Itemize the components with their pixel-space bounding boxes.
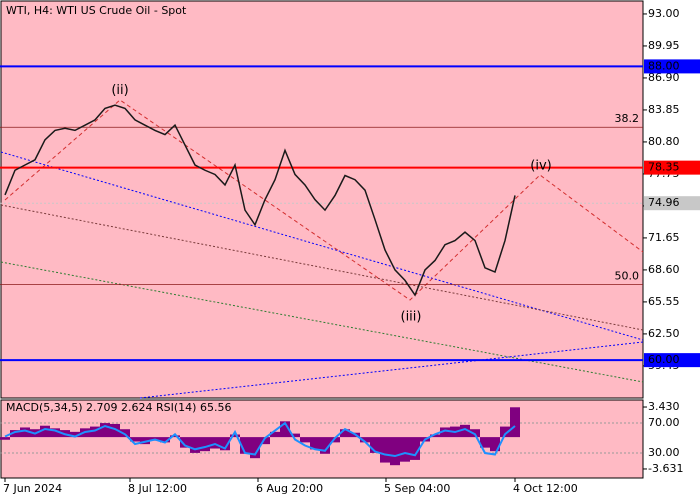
y-tick-label: 83.85 xyxy=(648,103,680,116)
fib-label: 50.0 xyxy=(615,270,640,283)
y-tick-label: 65.55 xyxy=(648,295,680,308)
y-tick-label: 30.00 xyxy=(648,446,680,459)
y-tick-label: 93.00 xyxy=(648,7,680,20)
level-label: 74.96 xyxy=(648,196,680,209)
macd-bar xyxy=(490,437,500,452)
macd-bar xyxy=(410,437,420,460)
macd-bar xyxy=(100,423,110,438)
macd-bar xyxy=(210,437,220,449)
x-tick-label: 5 Sep 04:00 xyxy=(384,482,450,495)
macd-bar xyxy=(240,437,250,454)
macd-bar xyxy=(160,437,170,443)
macd-bar xyxy=(380,437,390,463)
chart-title: WTI, H4: WTI US Crude Oil - Spot xyxy=(6,4,187,17)
y-tick-label: 68.60 xyxy=(648,263,680,276)
y-tick-label: 62.50 xyxy=(648,327,680,340)
macd-bar xyxy=(430,434,440,438)
macd-bar xyxy=(440,427,450,438)
macd-bar xyxy=(220,437,230,451)
macd-bar xyxy=(330,437,340,443)
macd-bar xyxy=(360,437,370,443)
macd-bar xyxy=(270,431,280,438)
macd-bar xyxy=(40,425,50,438)
wave-label: (ii) xyxy=(111,83,128,98)
macd-bar xyxy=(390,437,400,466)
trend-lines xyxy=(0,99,644,399)
macd-bar xyxy=(140,437,150,445)
macd-bar xyxy=(370,437,380,453)
y-tick-label: 86.90 xyxy=(648,71,680,84)
level-tag xyxy=(644,59,700,74)
price-pane xyxy=(0,0,644,399)
macd-bar xyxy=(110,423,120,438)
macd-bar xyxy=(310,437,320,450)
macd-bar xyxy=(340,429,350,438)
y-tick-label: 80.80 xyxy=(648,135,680,148)
macd-bar xyxy=(280,421,290,438)
macd-bar xyxy=(500,426,510,438)
macd-bar xyxy=(0,437,10,440)
macd-bar xyxy=(230,434,240,438)
macd-bar xyxy=(480,437,490,448)
trend-line xyxy=(0,204,644,331)
y-tick-label: -3.631 xyxy=(648,462,683,475)
y-tick-label: 71.65 xyxy=(648,231,680,244)
y-tick-label: 3.430 xyxy=(648,400,680,413)
x-tick-label: 8 Jul 12:00 xyxy=(128,482,187,495)
indicator-title: MACD(5,34,5) 2.709 2.624 RSI(14) 65.56 xyxy=(6,401,231,414)
x-tick-label: 4 Oct 12:00 xyxy=(513,482,578,495)
price-line xyxy=(4,104,516,297)
level-tag xyxy=(644,196,700,211)
rsi-line xyxy=(4,421,516,458)
trend-line xyxy=(0,261,644,383)
macd-bar xyxy=(200,437,210,452)
macd-bar xyxy=(290,433,300,438)
level-label: 78.35 xyxy=(648,161,680,174)
level-label: 88.00 xyxy=(648,59,680,72)
macd-bar xyxy=(50,428,60,438)
macd-bar xyxy=(250,437,260,459)
macd-bar xyxy=(10,430,20,438)
macd-bar xyxy=(20,427,30,438)
macd-bar xyxy=(260,437,270,445)
macd-bar xyxy=(460,424,470,438)
level-tag xyxy=(644,160,700,175)
macd-bar xyxy=(90,426,100,438)
x-tick-label: 6 Aug 20:00 xyxy=(256,482,323,495)
macd-bar xyxy=(70,431,80,438)
macd-bar xyxy=(510,407,520,438)
x-tick-label: 7 Jun 2024 xyxy=(3,482,62,495)
macd-bar xyxy=(400,437,410,462)
macd-bar xyxy=(170,435,180,438)
plot: 38.2 50.0 (ii) (iii) (iv) xyxy=(0,65,643,466)
level-label: 60.00 xyxy=(648,353,680,366)
trend-line xyxy=(139,341,644,399)
macd-bar xyxy=(180,437,190,448)
macd-bar xyxy=(300,437,310,443)
y-tick-label: 89.95 xyxy=(648,39,680,52)
y-tick-label: 70.00 xyxy=(648,416,680,429)
macd-bar xyxy=(320,437,330,454)
wave-label: (iv) xyxy=(530,159,551,174)
macd-bar xyxy=(130,437,140,442)
wave-label: (iii) xyxy=(401,310,422,325)
macd-bar xyxy=(190,437,200,453)
fib-label: 38.2 xyxy=(615,112,640,125)
level-tag xyxy=(644,353,700,368)
wave-path xyxy=(4,99,644,301)
